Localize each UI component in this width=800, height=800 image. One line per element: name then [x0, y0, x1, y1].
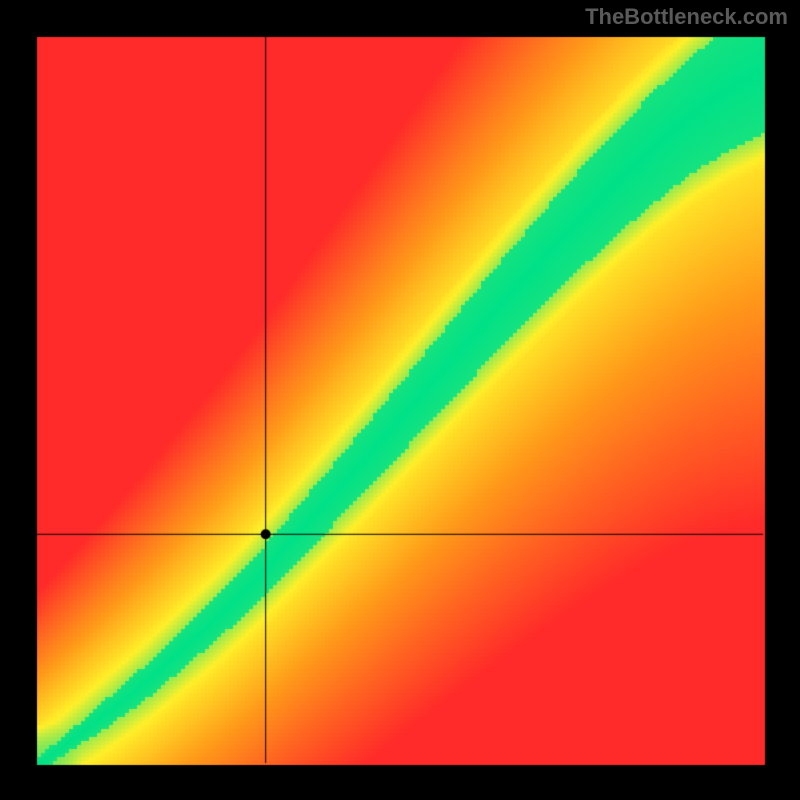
chart-container: TheBottleneck.com — [0, 0, 800, 800]
heatmap-canvas — [0, 0, 800, 800]
watermark-text: TheBottleneck.com — [585, 4, 788, 30]
